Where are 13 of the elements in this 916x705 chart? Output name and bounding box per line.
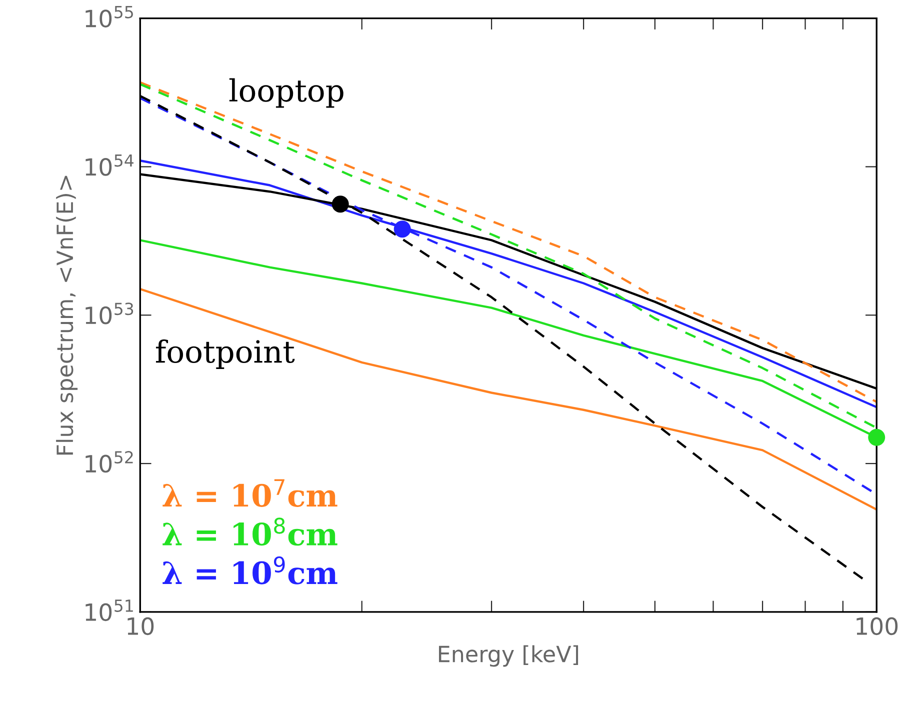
y-tick-label: 10$^{52}$ bbox=[86, 451, 133, 473]
x-tick-label: 100 bbox=[856, 617, 898, 636]
y-tick-label: 10$^{55}$ bbox=[86, 6, 133, 28]
text: λ = 10$^{8}$cm bbox=[162, 518, 338, 546]
annotation: footpoint bbox=[156, 339, 295, 369]
x-axis-title: Energy [keV] bbox=[438, 645, 578, 667]
y-tick-label: 10$^{53}$ bbox=[86, 302, 134, 324]
text: λ = 10$^{7}$cm bbox=[162, 479, 338, 507]
text: λ = 10$^{9}$cm bbox=[162, 556, 338, 584]
annotation: looptop bbox=[229, 78, 344, 108]
y-axis-title: Flux spectrum, <VnF(E)> bbox=[56, 176, 78, 455]
x-tick-label: 10 bbox=[128, 617, 154, 636]
y-tick-label: 10$^{54}$ bbox=[86, 154, 134, 176]
